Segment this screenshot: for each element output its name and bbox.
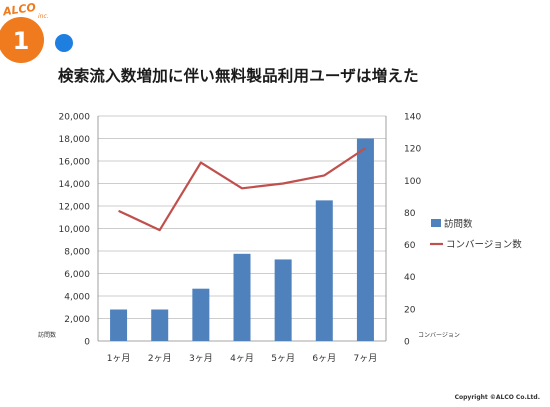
y2-tick-label: 80 [404, 209, 416, 219]
bar [315, 200, 333, 341]
x-tick-label: 2ヶ月 [148, 353, 172, 364]
copyright: Copyright ©ALCO Co.Ltd. [454, 394, 540, 401]
legend-label: コンバージョン数 [446, 239, 522, 251]
y2-tick-label: 60 [404, 241, 416, 251]
legend-swatch-bar [431, 219, 441, 227]
y2-tick-label: 100 [404, 177, 421, 187]
y2-axis-label: コンバージョン [418, 332, 460, 339]
line-series [118, 147, 367, 232]
x-tick-label: 3ヶ月 [189, 353, 213, 364]
y-tick-label: 16,000 [59, 158, 91, 168]
logo-suffix: inc. [38, 13, 49, 20]
y-tick-label: 18,000 [59, 135, 91, 145]
x-tick-label: 7ヶ月 [354, 353, 378, 364]
y-tick-label: 4,000 [64, 293, 90, 303]
bar [192, 288, 210, 341]
y-tick-label: 0 [84, 338, 90, 348]
bar [356, 138, 374, 341]
x-tick-label: 4ヶ月 [230, 353, 254, 364]
bar [274, 259, 292, 341]
logo-brand: ALCO [1, 1, 36, 19]
alco-logo: 1 ALCO inc. [0, 1, 73, 63]
y2-tick-label: 40 [404, 273, 416, 283]
y-tick-label: 8,000 [64, 248, 90, 258]
y-tick-label: 6,000 [64, 270, 90, 280]
x-tick-label: 1ヶ月 [107, 353, 131, 364]
bar [233, 253, 251, 341]
y2-tick-label: 20 [404, 305, 416, 315]
y2-tick-label: 0 [404, 338, 410, 348]
y-tick-label: 12,000 [59, 203, 91, 213]
y-tick-label: 10,000 [59, 225, 91, 235]
y2-tick-label: 120 [404, 145, 421, 155]
bar [110, 309, 128, 341]
logo-number: 1 [13, 27, 30, 55]
logo-blue-dot [55, 34, 73, 52]
x-tick-label: 5ヶ月 [271, 353, 295, 364]
slide-title: 検索流入数増加に伴い無料製品利用ユーザは増えた [58, 67, 419, 85]
y2-tick-label: 140 [404, 113, 421, 123]
y-tick-label: 20,000 [59, 113, 91, 123]
bar [151, 309, 169, 341]
x-tick-label: 6ヶ月 [312, 353, 336, 364]
logo-orange-circle [0, 17, 44, 63]
legend-label: 訪問数 [444, 218, 473, 230]
y-tick-label: 14,000 [59, 180, 91, 190]
y-axis-label: 訪問数 [38, 331, 56, 339]
y-tick-label: 2,000 [64, 315, 90, 325]
